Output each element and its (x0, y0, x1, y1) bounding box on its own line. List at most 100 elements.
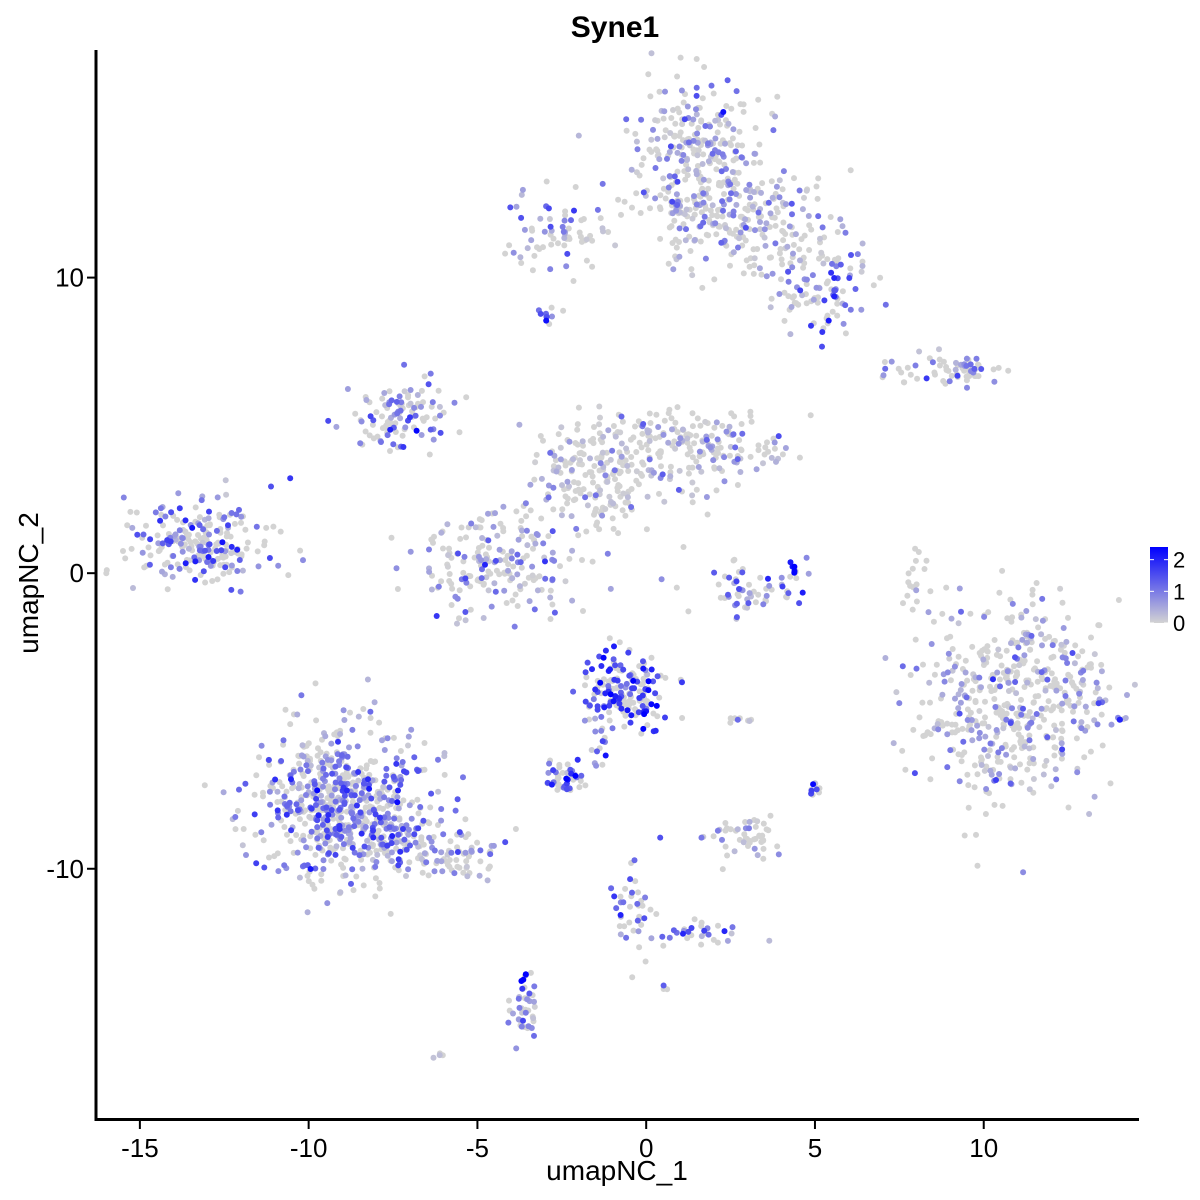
data-point (964, 771, 971, 778)
data-point (639, 459, 646, 466)
data-point (428, 403, 435, 410)
data-point (251, 811, 258, 818)
data-point (784, 243, 791, 250)
data-point (973, 831, 979, 838)
data-point (935, 726, 942, 733)
data-point (274, 788, 281, 795)
data-point (733, 155, 740, 162)
data-point (786, 223, 793, 230)
data-point (952, 695, 958, 702)
data-point (1062, 655, 1069, 662)
data-point (623, 445, 630, 452)
data-point (666, 173, 673, 180)
data-point (253, 772, 260, 779)
data-point (643, 526, 650, 533)
data-point (1015, 644, 1022, 651)
data-point (548, 304, 555, 311)
data-point (1012, 765, 1019, 772)
data-point (665, 410, 672, 417)
data-point (727, 262, 733, 269)
data-point (963, 377, 970, 384)
data-point (700, 219, 707, 226)
data-point (621, 723, 628, 730)
data-point (436, 403, 443, 410)
data-point (597, 215, 604, 222)
data-point (733, 191, 739, 197)
data-point (367, 729, 374, 736)
data-point (1079, 648, 1086, 655)
data-point (242, 780, 249, 787)
data-point (705, 177, 712, 184)
data-point (418, 432, 425, 438)
data-point (487, 851, 494, 858)
data-point (721, 928, 728, 935)
data-point (944, 731, 951, 738)
data-point (1063, 697, 1070, 704)
data-point (665, 184, 672, 191)
data-point (557, 456, 564, 463)
data-point (463, 394, 470, 401)
data-point (1124, 692, 1130, 698)
data-point (936, 346, 942, 353)
data-point (529, 227, 536, 234)
data-point (206, 531, 212, 538)
data-point (674, 404, 681, 411)
data-point (929, 755, 936, 762)
data-point (430, 1054, 437, 1061)
data-point (1070, 718, 1077, 725)
data-point (586, 491, 593, 498)
data-point (640, 725, 647, 732)
data-point (557, 444, 564, 451)
data-point (737, 101, 744, 108)
data-point (351, 792, 358, 799)
data-point (1049, 642, 1056, 649)
data-point (633, 169, 640, 176)
data-point (606, 635, 613, 642)
data-point (346, 744, 352, 751)
data-point (523, 527, 530, 534)
data-point (542, 575, 549, 582)
data-point (297, 547, 304, 554)
data-point (955, 620, 962, 627)
data-point (751, 845, 758, 852)
data-point (1024, 766, 1031, 773)
data-point (426, 820, 433, 827)
data-point (635, 928, 642, 935)
legend-tick-label: 0 (1173, 611, 1185, 636)
data-point (768, 454, 775, 461)
x-axis-ticks: -15 -10 -5 0 5 10 (121, 1120, 998, 1163)
data-point (266, 761, 273, 768)
data-point (607, 585, 614, 592)
data-point (627, 691, 634, 698)
data-point (395, 862, 402, 869)
data-point (388, 840, 395, 847)
x-tick-label: 0 (639, 1133, 653, 1163)
data-point (548, 241, 555, 248)
data-point (658, 576, 665, 583)
data-point (640, 189, 647, 196)
data-point (388, 397, 395, 404)
data-point (418, 856, 425, 862)
data-point (348, 880, 354, 887)
data-point (684, 439, 691, 446)
data-point (344, 386, 351, 392)
data-point (776, 177, 783, 184)
data-point (1000, 725, 1007, 732)
data-point (654, 673, 661, 680)
data-point (335, 738, 341, 745)
data-point (763, 220, 770, 227)
data-point (162, 513, 169, 520)
data-point (674, 73, 681, 80)
data-point (578, 772, 585, 779)
data-point (693, 171, 700, 178)
data-point (700, 151, 707, 158)
data-point (497, 520, 504, 527)
x-axis-title: umapNC_1 (546, 1155, 688, 1186)
data-point (395, 787, 401, 794)
data-point (1026, 737, 1033, 744)
data-point (693, 201, 700, 208)
data-point (547, 449, 554, 456)
data-point (609, 515, 616, 522)
data-point (306, 813, 313, 820)
data-point (693, 84, 700, 91)
